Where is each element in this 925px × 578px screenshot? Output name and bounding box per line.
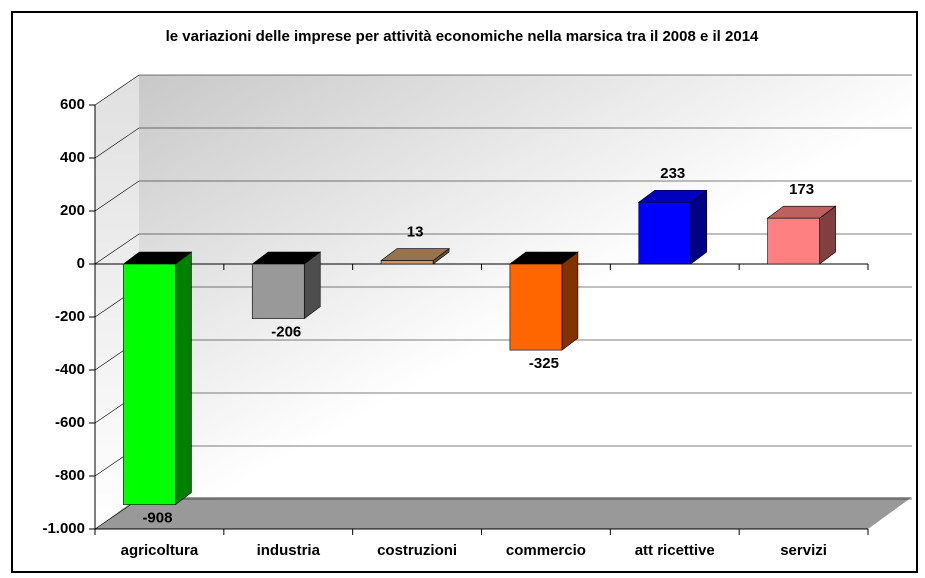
y-tick-label: 0	[77, 255, 85, 272]
x-tick-label: costruzioni	[377, 542, 457, 559]
y-tick-label: -800	[55, 467, 85, 484]
data-label: 173	[789, 181, 814, 198]
y-tick-label: 200	[60, 202, 85, 219]
y-tick-label: -200	[55, 308, 85, 325]
x-tick-label: commercio	[506, 542, 586, 559]
y-tick-label: -600	[55, 414, 85, 431]
grid-line	[94, 127, 140, 159]
x-tick-label: att ricettive	[635, 542, 715, 559]
data-label: -325	[529, 355, 559, 372]
bar	[767, 217, 820, 265]
bar-side	[175, 251, 192, 506]
x-tick-label: servizi	[780, 542, 827, 559]
y-tick-label: 400	[60, 149, 85, 166]
y-tick-label: -400	[55, 361, 85, 378]
grid-line	[94, 74, 140, 106]
bar-side	[561, 251, 579, 351]
data-label: 13	[407, 224, 424, 241]
x-tick-label: agricoltura	[121, 542, 199, 559]
data-label: 233	[660, 165, 685, 182]
x-tick-label: industria	[257, 542, 321, 559]
grid-line	[94, 233, 140, 265]
grid-line	[94, 180, 140, 212]
bar	[251, 263, 305, 319]
chart-title: le variazioni delle imprese per attività…	[166, 28, 759, 45]
bar	[123, 263, 176, 505]
y-tick-label: 600	[60, 96, 85, 113]
data-label: -206	[271, 324, 301, 341]
bar	[638, 201, 692, 265]
y-tick-label: -1.000	[42, 520, 85, 537]
floor	[95, 497, 912, 529]
bar-side	[690, 189, 708, 265]
bar	[380, 260, 434, 265]
data-label: -908	[142, 510, 172, 527]
bar	[509, 263, 563, 351]
